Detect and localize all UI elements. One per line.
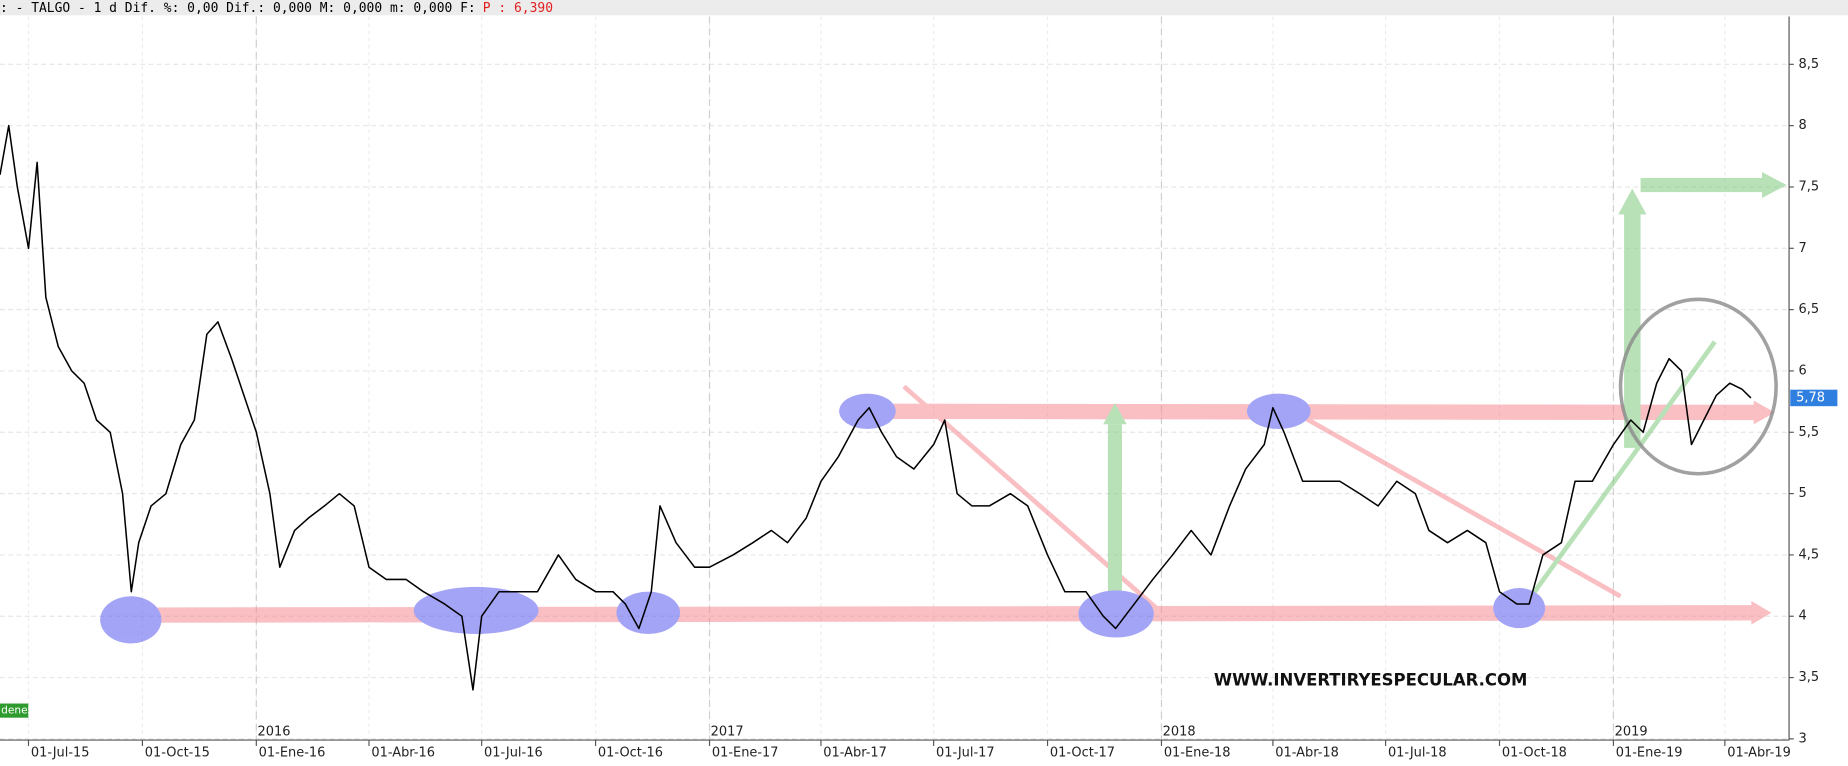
- watermark: WWW.INVERTIRYESPECULAR.COM: [1214, 671, 1527, 690]
- zones: [100, 393, 1546, 644]
- x-tick-label: 01-Ene-18: [1164, 746, 1231, 761]
- zone: [413, 586, 539, 635]
- y-tick-label: 3,5: [1799, 670, 1820, 685]
- y-tick-label: 4: [1799, 609, 1807, 624]
- y-tick-label: 3: [1799, 731, 1807, 746]
- x-tick-label: 01-Oct-18: [1502, 746, 1567, 761]
- year-label: 2016: [257, 724, 290, 739]
- annotations: [100, 172, 1787, 644]
- header: : - TALGO - 1 d Dif. %: 0,00 Dif.: 0,000…: [0, 1, 553, 16]
- y-tick-label: 7: [1799, 241, 1807, 256]
- zone: [1493, 588, 1546, 629]
- arrow-head: [1103, 403, 1127, 425]
- y-tick-label: 7,5: [1799, 179, 1820, 194]
- highlight-circle: [1618, 297, 1778, 476]
- x-tick-label: 01-Ene-16: [259, 746, 326, 761]
- last-price-bg: [1790, 389, 1838, 407]
- y-tick-label: 4,5: [1799, 547, 1820, 562]
- support-arrow: [117, 605, 1757, 623]
- y-tick-label: 6,5: [1799, 302, 1820, 317]
- last-price-label: 5,78: [1796, 390, 1825, 405]
- x-tick-label: 01-Oct-17: [1050, 746, 1115, 761]
- x-tick-label: 01-Abr-18: [1275, 746, 1339, 761]
- x-tick-label: 01-Jul-17: [936, 746, 995, 761]
- y-tick-label: 8,5: [1799, 57, 1820, 72]
- arrow-head: [1761, 172, 1787, 198]
- axes: 3 3,5 4 4,5 5 5,5 6 6,5 7 7,5 8 8,5 01-Jul-15 01-Oct-…: [27, 57, 1838, 761]
- green-arrows: [1103, 172, 1787, 613]
- x-tick-label: 01-Jul-15: [31, 746, 90, 761]
- zone: [1246, 393, 1311, 429]
- x-tick-label: 01-Abr-16: [371, 746, 435, 761]
- x-tick-label: 01-Ene-17: [712, 746, 779, 761]
- y-tick-label: 6: [1799, 363, 1807, 378]
- year-label: 2017: [711, 724, 744, 739]
- zone: [839, 393, 896, 429]
- arrow-head: [1753, 400, 1775, 425]
- x-tick-label: 01-Abr-19: [1727, 746, 1791, 761]
- y-tick-label: 8: [1799, 118, 1807, 133]
- zone: [100, 596, 162, 644]
- header-price: P : 6,390: [483, 1, 553, 16]
- trend-line: [1283, 404, 1622, 599]
- y-tick-label: 5,5: [1799, 425, 1820, 440]
- trend-line: [1530, 340, 1717, 597]
- zone: [616, 591, 681, 635]
- x-tick-label: 01-Ene-19: [1616, 746, 1683, 761]
- arrow-head: [1751, 601, 1772, 625]
- header-text: : - TALGO - 1 d Dif. %: 0,00 Dif.: 0,000…: [0, 1, 476, 16]
- header-bar: [0, 0, 1848, 16]
- year-label: 2019: [1615, 724, 1648, 739]
- price-line: [0, 124, 1752, 691]
- arrow-head: [1618, 188, 1647, 215]
- badge: denes: [1, 705, 33, 717]
- year-label: 2018: [1163, 724, 1196, 739]
- x-tick-label: 01-Oct-15: [145, 746, 210, 761]
- badge-bg: [0, 703, 29, 718]
- x-tick-label: 01-Oct-16: [598, 746, 663, 761]
- plot: [0, 124, 1752, 691]
- x-tick-label: 01-Abr-17: [823, 746, 887, 761]
- x-tick-label: 01-Jul-18: [1388, 746, 1447, 761]
- x-tick-label: 01-Jul-16: [484, 746, 543, 761]
- y-tick-label: 5: [1799, 486, 1807, 501]
